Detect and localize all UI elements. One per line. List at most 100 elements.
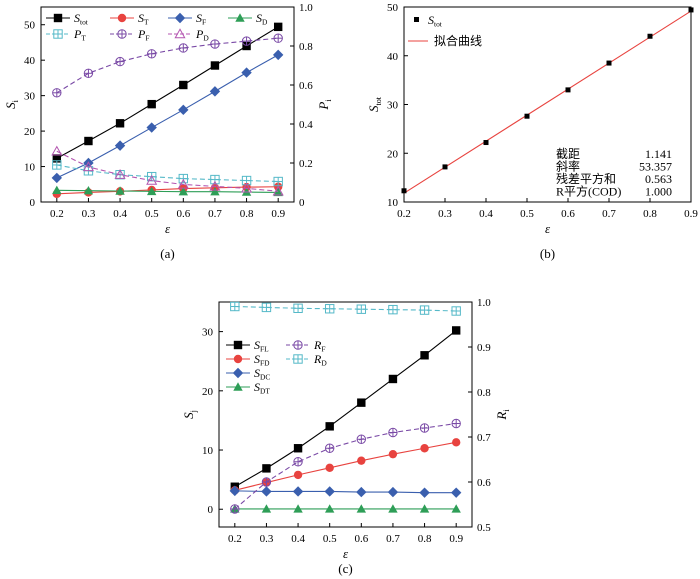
legend-label-main: S — [428, 13, 434, 27]
chart-panel-c: 0.2 0.3 0.4 0.5 0.6 0.7 0.8 0.9 0 10 20 30 0.5 0.6 0.7… — [181, 297, 511, 576]
data-point — [230, 504, 240, 514]
y-right-tick-label-a: 1.0 — [299, 2, 313, 14]
legend-label: SDC — [254, 366, 270, 382]
y-right-axis-title-a: Pi — [316, 99, 333, 111]
legend-entry: SDT — [226, 380, 270, 396]
y-right-tick-label-a: 0.8 — [299, 41, 313, 53]
data-point — [261, 504, 272, 513]
data-point — [420, 444, 429, 453]
data-point — [179, 80, 188, 90]
data-point — [647, 33, 653, 39]
legend-label-sub: D — [321, 359, 327, 368]
x-tick-label-a: 0.5 — [145, 208, 159, 220]
y-right-tick-label-c: 1.0 — [477, 297, 491, 309]
data-point — [293, 470, 303, 480]
y-left-tick-label-a: 40 — [24, 55, 36, 67]
data-point — [272, 185, 284, 196]
data-point — [261, 477, 272, 487]
data-point — [483, 140, 489, 146]
data-point — [388, 304, 398, 315]
legend-marker — [117, 29, 127, 39]
legend-marker — [293, 354, 303, 364]
y-left-tick-label-c: 10 — [202, 445, 214, 457]
y-left-tick-label-c: 0 — [208, 504, 214, 516]
data-point — [357, 456, 366, 465]
data-point — [52, 185, 62, 194]
legend-entry: Stot — [46, 11, 89, 27]
legend-label: SDT — [254, 380, 270, 396]
y-right-axis-title-c-main: R — [494, 412, 509, 421]
series-c-r-f — [230, 418, 461, 514]
data-point — [178, 187, 189, 196]
legend-label-main: R — [313, 352, 322, 366]
legend-label-main: S — [196, 11, 202, 25]
data-point — [451, 326, 461, 335]
legend-label-sub: FL — [260, 345, 269, 354]
legend-label-main: P — [137, 27, 146, 41]
y-left-axis-title-a: Si — [3, 99, 20, 109]
legend-entry: RD — [286, 352, 327, 368]
series-line — [56, 186, 279, 195]
y-tick-label-b: 30 — [387, 100, 399, 112]
chart-panel-b: 0.2 0.3 0.4 0.5 0.6 0.7 0.8 0.9 10 20 30 40 50 Stot ε (… — [366, 2, 698, 261]
legend-label: PD — [195, 27, 209, 43]
data-point — [292, 486, 304, 497]
series-line — [56, 26, 279, 159]
data-point — [178, 43, 189, 53]
y-left-label-a: Si — [3, 99, 20, 109]
legend-label: PF — [137, 27, 149, 43]
legend-label-sub: T — [81, 34, 86, 43]
data-point — [388, 427, 398, 438]
legend-label-sub: FD — [260, 359, 270, 368]
data-point — [178, 104, 189, 116]
stat-value: 1.000 — [645, 185, 672, 199]
data-point — [356, 304, 367, 314]
legend-label-main: S — [254, 380, 260, 394]
x-tick-label-c: 0.4 — [291, 533, 305, 545]
data-point — [324, 443, 335, 453]
data-point — [241, 36, 252, 46]
data-point — [209, 86, 221, 97]
data-point — [261, 486, 272, 497]
data-point — [210, 39, 220, 49]
x-tick-label-c: 0.2 — [228, 533, 242, 545]
x-axis-title-c: ε — [343, 546, 349, 561]
data-point — [324, 486, 335, 497]
y-tick-label-b: 20 — [387, 148, 399, 160]
data-point — [178, 173, 189, 184]
data-point — [242, 41, 251, 51]
x-tick-label-a: 0.4 — [113, 208, 127, 220]
legend-entry: PT — [46, 27, 86, 43]
legend-label-main: P — [195, 27, 204, 41]
data-point — [52, 160, 62, 170]
x-tick-label-c: 0.8 — [418, 533, 432, 545]
data-point — [262, 464, 271, 473]
data-point — [229, 485, 241, 497]
data-point — [293, 303, 303, 314]
y-axis-title-b: Stot — [366, 96, 383, 112]
series-a-p-f — [52, 33, 283, 98]
series-c-s-dt — [230, 504, 461, 513]
series-a-s-f — [51, 49, 284, 184]
x-tick-label-c: 0.3 — [260, 533, 274, 545]
series-line — [56, 164, 279, 183]
data-point — [84, 136, 93, 146]
legend-marker — [174, 28, 186, 39]
x-tick-label-b: 0.2 — [397, 208, 411, 220]
x-tick-label-c: 0.5 — [323, 533, 337, 545]
legend-label: Stot — [74, 11, 89, 27]
data-point — [565, 87, 571, 93]
data-point — [688, 7, 694, 13]
data-point — [356, 486, 367, 498]
data-point — [177, 178, 189, 189]
x-tick-label-b: 0.3 — [438, 208, 452, 220]
y-left-axis-title-c-main: S — [181, 412, 196, 419]
x-tick-label-c: 0.7 — [386, 533, 400, 545]
y-left-tick-label-a: 30 — [24, 91, 36, 103]
series-a-s-d — [52, 185, 283, 197]
data-point — [83, 185, 94, 195]
data-point — [115, 186, 125, 195]
x-tick-label-c: 0.6 — [354, 533, 368, 545]
legend-entry: SDC — [226, 366, 270, 382]
